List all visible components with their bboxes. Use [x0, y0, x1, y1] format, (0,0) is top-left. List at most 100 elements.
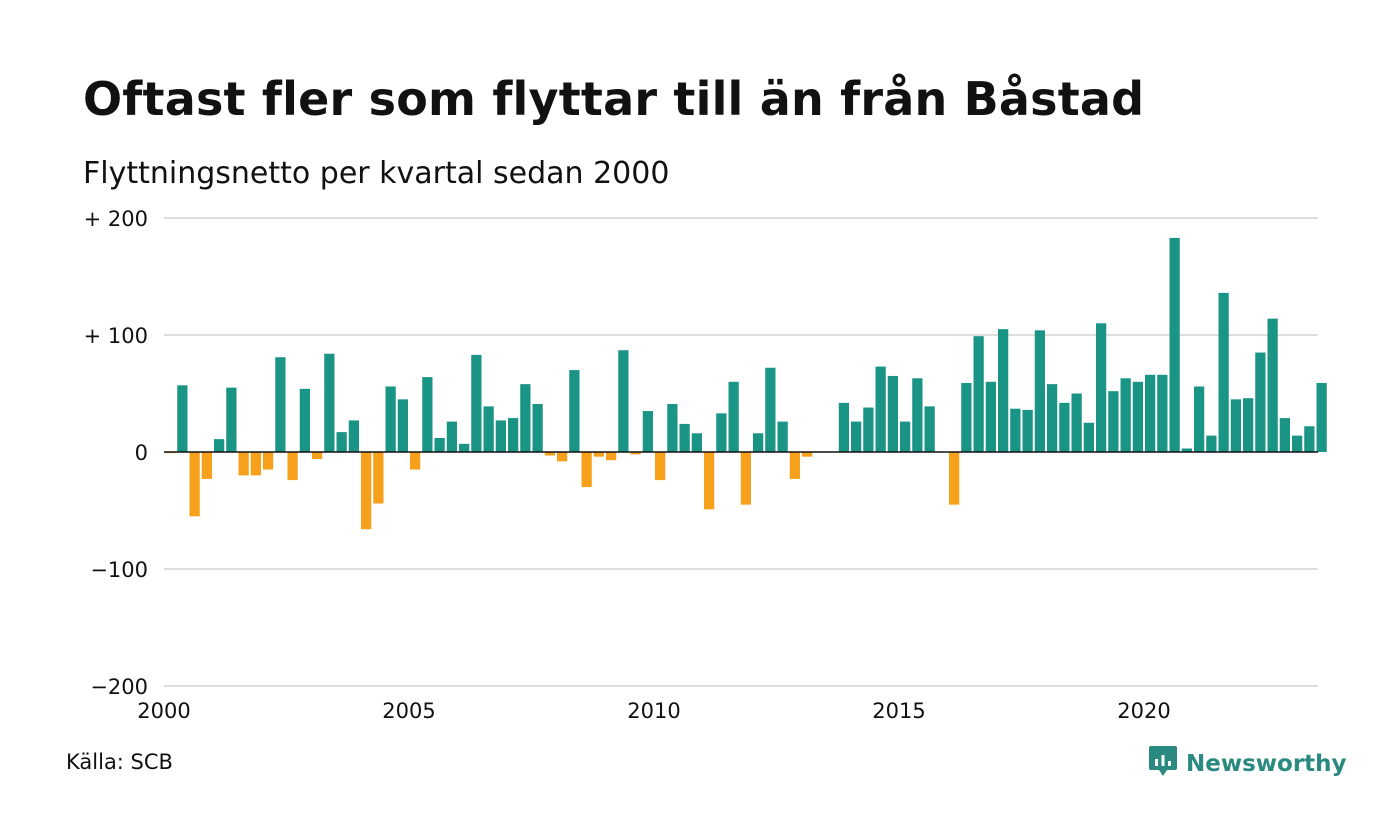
bar [802, 452, 813, 457]
bar [985, 381, 996, 452]
bar [924, 406, 935, 452]
bar [655, 452, 666, 481]
bar [1169, 237, 1180, 452]
bar [863, 407, 874, 452]
chart-subtitle: Flyttningsnetto per kvartal sedan 2000 [83, 156, 670, 191]
y-tick-label: −200 [90, 675, 148, 699]
y-tick-label: −100 [90, 558, 148, 582]
bar [189, 452, 200, 517]
bar [324, 353, 335, 452]
bar [385, 386, 396, 452]
bar [1034, 330, 1045, 452]
bar [789, 452, 800, 479]
bar [728, 381, 739, 452]
x-tick-label: 2005 [382, 699, 435, 723]
bar [1108, 391, 1119, 452]
bar [1083, 422, 1094, 452]
y-axis-tick-labels: + 200 + 100 0 −100 −200 [84, 207, 148, 699]
brand-logo[interactable]: Newsworthy [1148, 744, 1347, 784]
brand-name: Newsworthy [1186, 751, 1347, 777]
bar [263, 452, 274, 470]
bar [226, 387, 237, 452]
bar [667, 404, 678, 452]
bar [544, 452, 555, 456]
bar [520, 384, 531, 452]
bar [299, 388, 310, 452]
y-tick-label: + 200 [84, 207, 148, 231]
bar [716, 413, 727, 452]
bar [459, 443, 470, 452]
bar [177, 385, 188, 452]
bar [1267, 318, 1278, 452]
bar [765, 367, 776, 452]
bar [1316, 382, 1327, 452]
bar [471, 354, 482, 452]
bar [1096, 323, 1107, 452]
bar [618, 350, 629, 452]
y-tick-label: 0 [135, 441, 148, 465]
bar [434, 437, 445, 452]
bar [887, 375, 898, 452]
bar [912, 378, 923, 452]
bar [397, 399, 408, 452]
bar [1218, 292, 1229, 452]
bar [973, 336, 984, 452]
bar [1304, 426, 1315, 452]
bar [1071, 393, 1082, 452]
bar [1292, 435, 1303, 452]
y-tick-label: + 100 [84, 324, 148, 348]
bar [1255, 352, 1266, 452]
bar [1120, 378, 1131, 452]
bar [1022, 409, 1033, 452]
bar [287, 452, 298, 481]
bar [250, 452, 261, 476]
bar [704, 452, 715, 510]
bar [373, 452, 384, 504]
bar [1230, 399, 1241, 452]
bar [875, 366, 886, 452]
bar [1157, 374, 1168, 452]
bar [508, 418, 519, 452]
bar [679, 423, 690, 452]
bar [1243, 398, 1254, 452]
bar [1194, 386, 1205, 452]
bar [348, 420, 359, 452]
bar [1181, 448, 1192, 452]
bar [238, 452, 249, 476]
bar [1279, 418, 1290, 452]
newsworthy-logo-icon [1148, 744, 1178, 784]
bar [900, 421, 911, 452]
bar [422, 377, 433, 452]
source-note: Källa: SCB [66, 750, 173, 774]
bar [777, 421, 788, 452]
bar [1047, 384, 1058, 452]
bar [949, 452, 960, 505]
bar [1206, 435, 1217, 452]
x-tick-label: 2010 [627, 699, 680, 723]
grid-lines [164, 217, 1318, 687]
bar [593, 452, 604, 457]
x-axis-tick-labels: 2000 2005 2010 2015 2020 [137, 699, 1170, 723]
bar [691, 433, 702, 452]
bar [753, 433, 764, 452]
bar [642, 411, 653, 452]
bar [532, 404, 543, 452]
bar [606, 452, 617, 461]
bar [495, 420, 506, 452]
bar [214, 439, 225, 452]
x-tick-label: 2000 [137, 699, 190, 723]
bar [838, 402, 849, 452]
bar [851, 421, 862, 452]
bar [483, 406, 494, 452]
bars [165, 237, 1327, 530]
bar [557, 452, 568, 462]
bar [201, 452, 212, 479]
x-tick-label: 2020 [1117, 699, 1170, 723]
bar [1145, 374, 1156, 452]
bar [336, 432, 347, 452]
bar [1059, 402, 1070, 452]
bar [1010, 408, 1021, 452]
chart-title: Oftast fler som flyttar till än från Bås… [83, 72, 1145, 126]
bar [410, 452, 421, 470]
